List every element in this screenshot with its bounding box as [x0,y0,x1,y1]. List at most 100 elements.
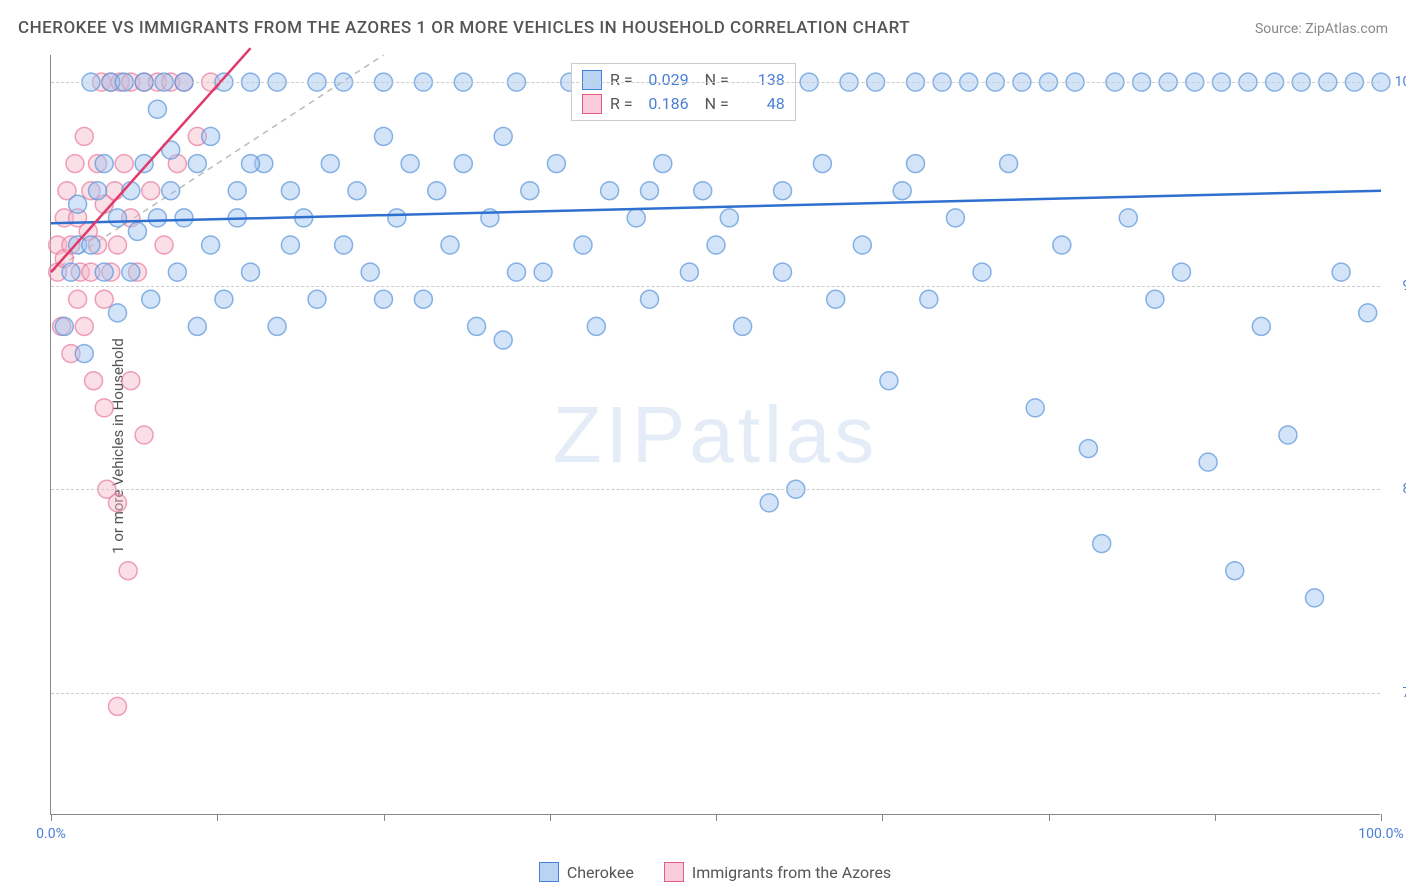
data-point [627,209,645,227]
data-point [281,236,299,254]
legend-r-label: R = [608,68,635,92]
data-point [85,372,103,390]
data-point [760,494,778,512]
data-point [321,155,339,173]
data-point [587,317,605,335]
data-point [69,195,87,213]
data-point [813,155,831,173]
data-point [521,182,539,200]
data-point [135,155,153,173]
gridline-h [51,693,1380,694]
x-tick [384,814,385,821]
x-tick [1381,814,1382,821]
plot-area: ZIPatlas R =0.029N =138R =0.186N =48 77.… [50,55,1380,815]
data-point [155,236,173,254]
data-point [281,182,299,200]
legend-row: R =0.186N =48 [582,92,785,116]
legend-label: Immigrants from the Azores [692,863,891,882]
data-point [348,182,366,200]
gridline-h [51,82,1380,83]
data-point [66,155,84,173]
data-point [109,236,127,254]
legend-n-value: 138 [737,68,785,92]
data-point [547,155,565,173]
data-point [109,697,127,715]
y-tick-label: 77.5% [1385,685,1406,701]
x-tick [1215,814,1216,821]
data-point [162,182,180,200]
data-point [242,263,260,281]
data-point [720,209,738,227]
data-point [122,372,140,390]
legend-n-value: 48 [737,92,785,116]
data-point [454,155,472,173]
data-point [680,263,698,281]
legend-label: Cherokee [567,863,634,882]
source-attribution: Source: ZipAtlas.com [1255,21,1388,37]
data-point [1279,426,1297,444]
data-point [1079,440,1097,458]
data-point [401,155,419,173]
data-point [55,317,73,335]
x-tick-label: 100.0% [1358,826,1403,842]
title-bar: CHEROKEE VS IMMIGRANTS FROM THE AZORES 1… [18,18,1388,38]
y-tick-label: 85.0% [1385,481,1406,497]
legend-item: Immigrants from the Azores [664,862,891,882]
data-point [707,236,725,254]
data-point [973,263,991,281]
data-point [89,182,107,200]
legend-row: R =0.029N =138 [582,68,785,92]
data-point [82,236,100,254]
x-tick [550,814,551,821]
data-point [654,155,672,173]
data-point [75,345,93,363]
data-point [1332,263,1350,281]
x-tick [217,814,218,821]
data-point [115,155,133,173]
data-point [242,155,260,173]
data-point [188,317,206,335]
series-legend: Cherokee Immigrants from the Azores [50,862,1380,882]
correlation-legend: R =0.029N =138R =0.186N =48 [571,63,796,121]
data-point [774,263,792,281]
data-point [95,399,113,417]
data-point [202,236,220,254]
data-point [508,263,526,281]
legend-swatch [539,862,559,882]
y-tick-label: 92.5% [1385,278,1406,294]
legend-swatch [664,862,684,882]
data-point [414,290,432,308]
data-point [128,222,146,240]
legend-swatch [582,70,602,90]
x-tick [716,814,717,821]
data-point [109,304,127,322]
data-point [361,263,379,281]
data-point [268,317,286,335]
data-point [1093,535,1111,553]
data-point [827,290,845,308]
y-tick-label: 100.0% [1385,74,1406,90]
data-point [1026,399,1044,417]
data-point [375,290,393,308]
data-point [202,127,220,145]
chart-svg [51,55,1380,814]
data-point [175,209,193,227]
legend-swatch [582,94,602,114]
gridline-h [51,489,1380,490]
data-point [853,236,871,254]
data-point [75,127,93,145]
data-point [641,290,659,308]
data-point [148,209,166,227]
data-point [95,263,113,281]
data-point [1119,209,1137,227]
legend-item: Cherokee [539,862,634,882]
data-point [468,317,486,335]
data-point [215,290,233,308]
legend-n-label: N = [703,92,731,116]
data-point [494,127,512,145]
data-point [1306,589,1324,607]
data-point [148,100,166,118]
data-point [1199,453,1217,471]
legend-r-value: 0.029 [641,68,689,92]
data-point [95,290,113,308]
